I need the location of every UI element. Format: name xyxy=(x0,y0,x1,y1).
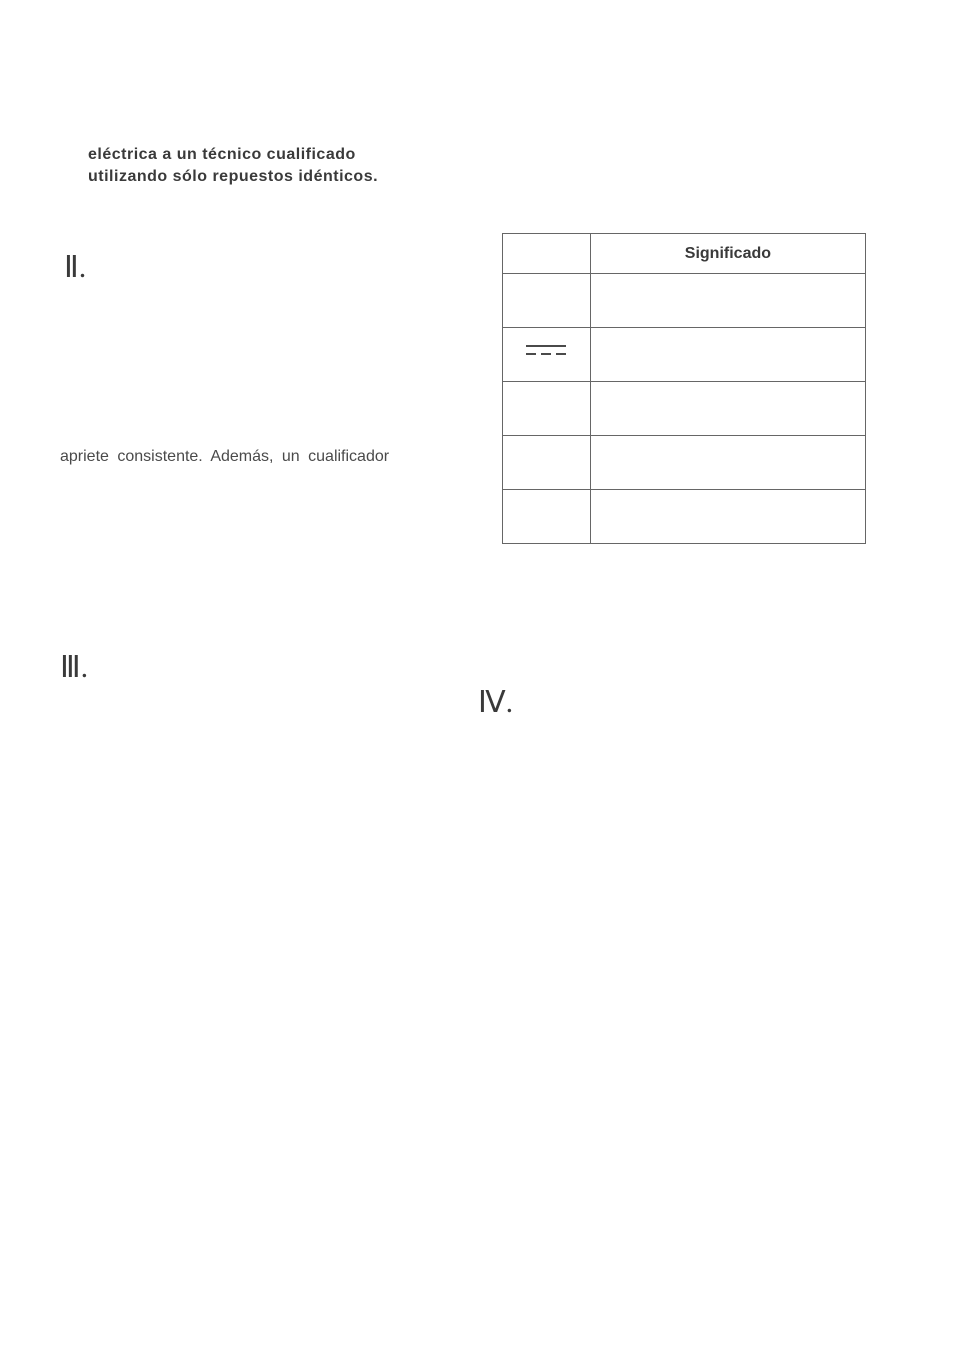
table-cell-meaning xyxy=(590,382,865,436)
intro-text: eléctrica a un técnico cualificado utili… xyxy=(88,144,408,187)
intro-line1: eléctrica a un técnico cualificado xyxy=(88,146,356,163)
table-row xyxy=(503,382,866,436)
table-header-symbol xyxy=(503,234,591,274)
table-row xyxy=(503,328,866,382)
dc-current-icon xyxy=(526,345,566,359)
table-cell-symbol xyxy=(503,328,591,382)
table-row xyxy=(503,436,866,490)
section-number-3: Ⅲ. xyxy=(60,650,88,685)
intro-line2: utilizando sólo repuestos idénticos. xyxy=(88,168,378,185)
table-cell-meaning xyxy=(590,274,865,328)
table-cell-symbol xyxy=(503,382,591,436)
section-number-4: Ⅳ. xyxy=(478,685,513,720)
table-header-row: Significado xyxy=(503,234,866,274)
table-header-meaning: Significado xyxy=(590,234,865,274)
table-row xyxy=(503,274,866,328)
table-row xyxy=(503,490,866,544)
section-number-2: Ⅱ. xyxy=(64,250,86,285)
table-cell-symbol xyxy=(503,274,591,328)
table-cell-symbol xyxy=(503,490,591,544)
table-cell-meaning xyxy=(590,328,865,382)
body-paragraph: apriete consistente. Además, un cualific… xyxy=(60,448,448,466)
table-cell-meaning xyxy=(590,490,865,544)
table-cell-meaning xyxy=(590,436,865,490)
table-cell-symbol xyxy=(503,436,591,490)
symbol-table: Significado xyxy=(502,233,866,544)
